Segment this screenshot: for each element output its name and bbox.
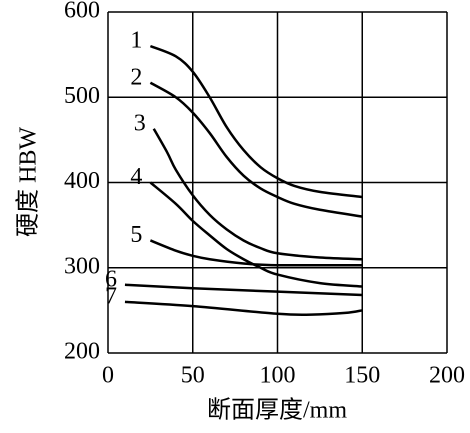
x-axis-label: 断面厚度/mm	[207, 397, 347, 424]
x-tick-label: 150	[344, 363, 380, 389]
series-label: 6	[105, 266, 117, 292]
series-line	[124, 283, 363, 297]
series-label: 5	[130, 222, 142, 248]
series-label: 4	[130, 164, 142, 190]
x-tick-label: 50	[181, 363, 205, 389]
y-tick-label: 200	[64, 339, 100, 365]
y-tick-label: 400	[64, 168, 100, 194]
series-line	[149, 81, 363, 218]
series-line	[149, 239, 363, 267]
series-label: 1	[130, 28, 142, 54]
x-tick-label: 200	[429, 363, 465, 389]
x-tick-label: 0	[102, 363, 114, 389]
series-line	[149, 44, 363, 199]
y-tick-label: 600	[64, 0, 100, 24]
y-tick-label: 500	[64, 83, 100, 109]
series-line	[152, 128, 363, 261]
y-axis-label: 硬度 HBW	[15, 127, 42, 237]
series-label: 7	[105, 283, 117, 309]
series-label: 3	[134, 110, 146, 136]
x-tick-label: 100	[260, 363, 296, 389]
y-tick-label: 300	[64, 253, 100, 279]
series-line	[124, 300, 363, 317]
series-label: 2	[130, 64, 142, 90]
series-line	[149, 181, 363, 288]
